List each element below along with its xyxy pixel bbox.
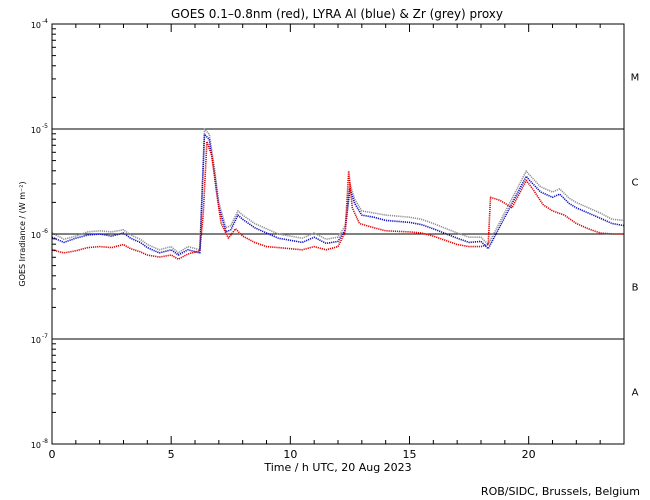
flare-class-labels: A B C M [631, 73, 640, 399]
y-tick-label: 10 -4 [31, 18, 48, 30]
x-tick-label: 10 [283, 448, 297, 461]
chart-title: GOES 0.1–0.8nm (red), LYRA Al (blue) & Z… [171, 7, 503, 21]
series-line-0 [51, 128, 625, 254]
series-line-1 [51, 133, 625, 256]
x-tick-label: 0 [49, 448, 56, 461]
y-axis-label: GOES Irradiance / (W m⁻²) [18, 181, 27, 286]
y-tick-label: 10 -6 [31, 228, 48, 240]
y-tick-label-exp: -5 [42, 123, 48, 130]
y-tick-labels: 10-810-710-610-510-4 [31, 18, 48, 450]
y-tick-label-base: 10 [31, 441, 41, 450]
y-tick-label-base: 10 [31, 126, 41, 135]
x-tick-label: 20 [522, 448, 536, 461]
series-layer [51, 128, 625, 261]
y-tick-label: 10 -7 [31, 333, 48, 345]
y-tick-label: 10 -8 [31, 438, 48, 450]
y-tick-label-exp: -8 [42, 438, 48, 445]
flare-class-label-c: C [632, 178, 639, 189]
y-tick-label-exp: -4 [42, 18, 48, 25]
flare-class-label-m: M [631, 73, 640, 84]
flare-class-label-a: A [632, 388, 639, 399]
x-tick-labels: 0 5 10 15 20 [49, 448, 536, 461]
series-line-2 [51, 140, 624, 261]
x-axis-label: Time / h UTC, 20 Aug 2023 [263, 461, 411, 474]
y-tick-label-base: 10 [31, 336, 41, 345]
y-tick-label-base: 10 [31, 231, 41, 240]
x-tick-label: 15 [403, 448, 417, 461]
x-tick-label: 5 [168, 448, 175, 461]
y-tick-label-exp: -6 [42, 228, 48, 235]
flare-class-lines [52, 128, 624, 340]
axis-ticks [51, 23, 625, 445]
flare-class-label-b: B [632, 283, 639, 294]
y-tick-label-exp: -7 [42, 333, 48, 340]
credit-text: ROB/SIDC, Brussels, Belgium [481, 485, 640, 498]
y-tick-label: 10 -5 [31, 123, 48, 135]
y-tick-label-base: 10 [31, 21, 41, 30]
